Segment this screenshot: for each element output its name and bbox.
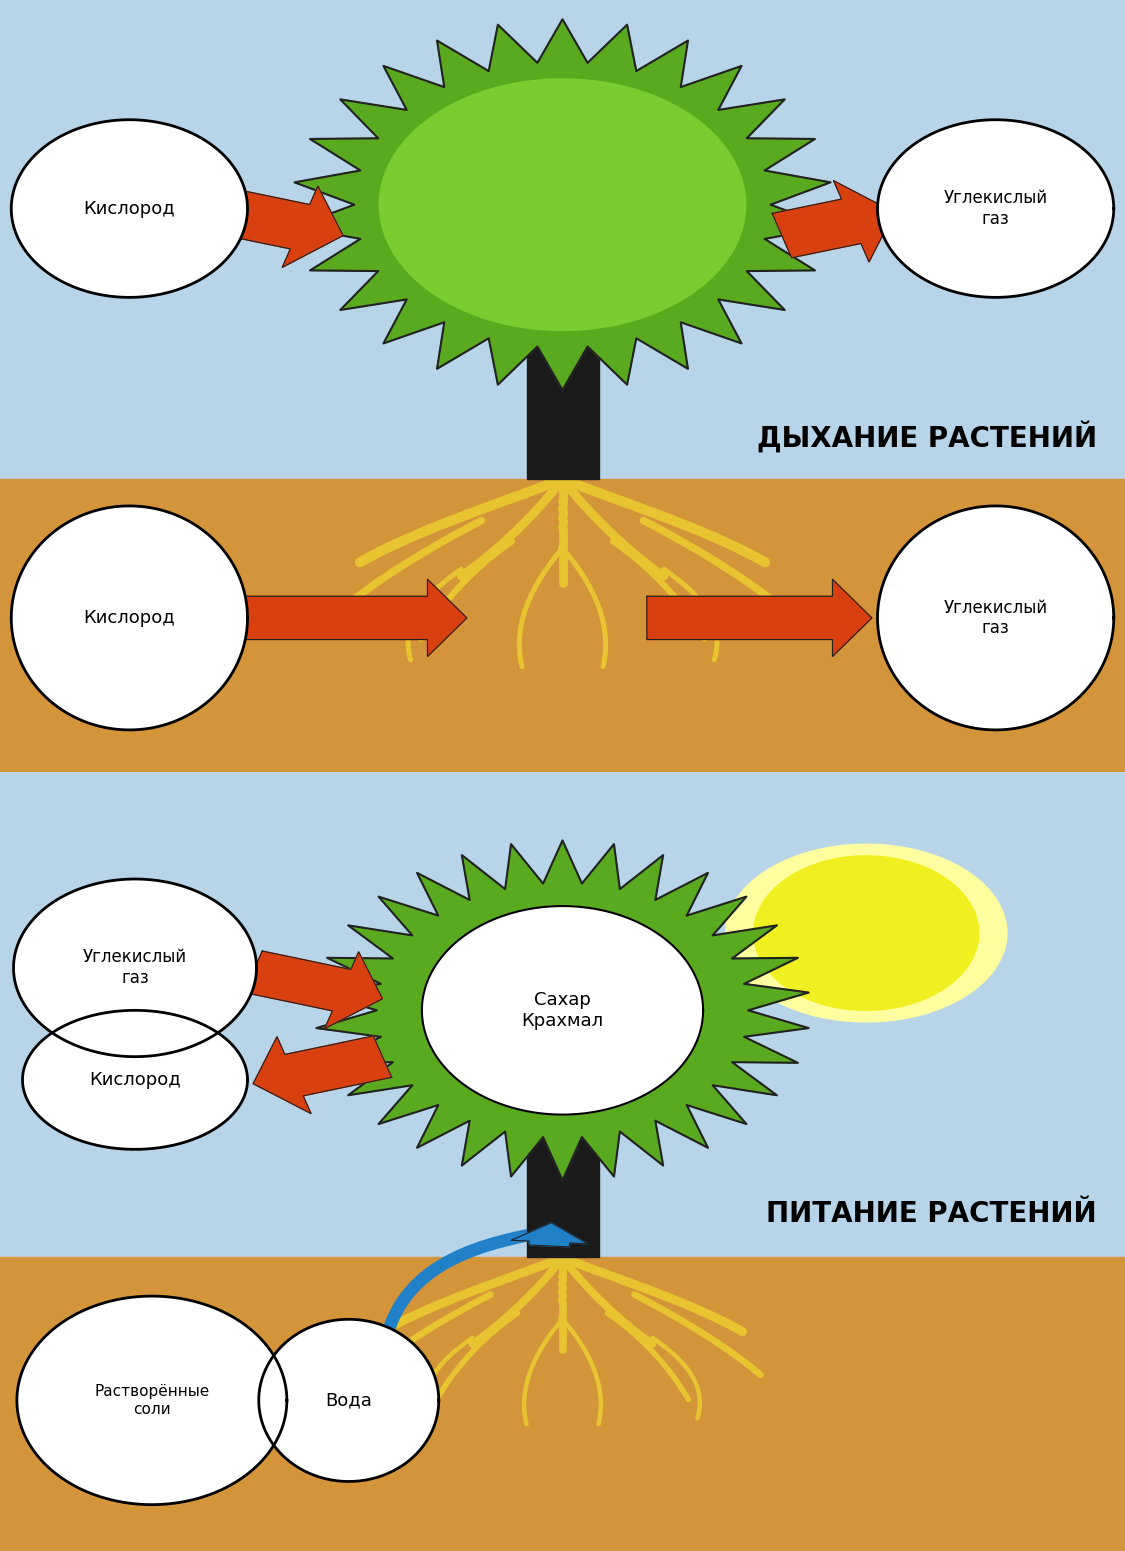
Polygon shape: [422, 906, 703, 1115]
Polygon shape: [772, 180, 894, 262]
Text: Растворённые
соли: Растворённые соли: [94, 1383, 209, 1416]
Polygon shape: [22, 1010, 248, 1149]
Polygon shape: [253, 1036, 392, 1114]
Polygon shape: [878, 506, 1114, 731]
Polygon shape: [379, 79, 746, 330]
Polygon shape: [0, 779, 1125, 1258]
Polygon shape: [11, 119, 248, 298]
Polygon shape: [726, 844, 1007, 1022]
Polygon shape: [0, 479, 1125, 772]
Polygon shape: [878, 119, 1114, 298]
Polygon shape: [11, 506, 248, 731]
Text: Углекислый
газ: Углекислый газ: [83, 949, 187, 988]
Text: Углекислый
газ: Углекислый газ: [944, 599, 1047, 637]
Polygon shape: [244, 951, 382, 1028]
Polygon shape: [511, 1222, 587, 1247]
Polygon shape: [0, 1258, 1125, 1551]
Polygon shape: [316, 841, 809, 1180]
Polygon shape: [242, 579, 467, 656]
Polygon shape: [17, 1297, 287, 1504]
Text: ДЫХАНИЕ РАСТЕНИЙ: ДЫХАНИЕ РАСТЕНИЙ: [757, 420, 1097, 453]
Polygon shape: [526, 1107, 598, 1258]
Polygon shape: [526, 309, 598, 479]
Polygon shape: [647, 579, 872, 656]
Polygon shape: [259, 1320, 439, 1481]
Text: Кислород: Кислород: [83, 200, 176, 217]
Text: Сахар
Крахмал: Сахар Крахмал: [522, 991, 603, 1030]
Text: ПИТАНИЕ РАСТЕНИЙ: ПИТАНИЕ РАСТЕНИЙ: [766, 1199, 1097, 1227]
Polygon shape: [754, 856, 979, 1010]
Polygon shape: [220, 186, 343, 267]
Text: Кислород: Кислород: [83, 610, 176, 627]
Text: Вода: Вода: [325, 1391, 372, 1410]
Polygon shape: [14, 879, 256, 1056]
Polygon shape: [0, 0, 1125, 479]
Polygon shape: [295, 19, 830, 389]
Text: Кислород: Кислород: [89, 1070, 181, 1089]
Text: Углекислый
газ: Углекислый газ: [944, 189, 1047, 228]
